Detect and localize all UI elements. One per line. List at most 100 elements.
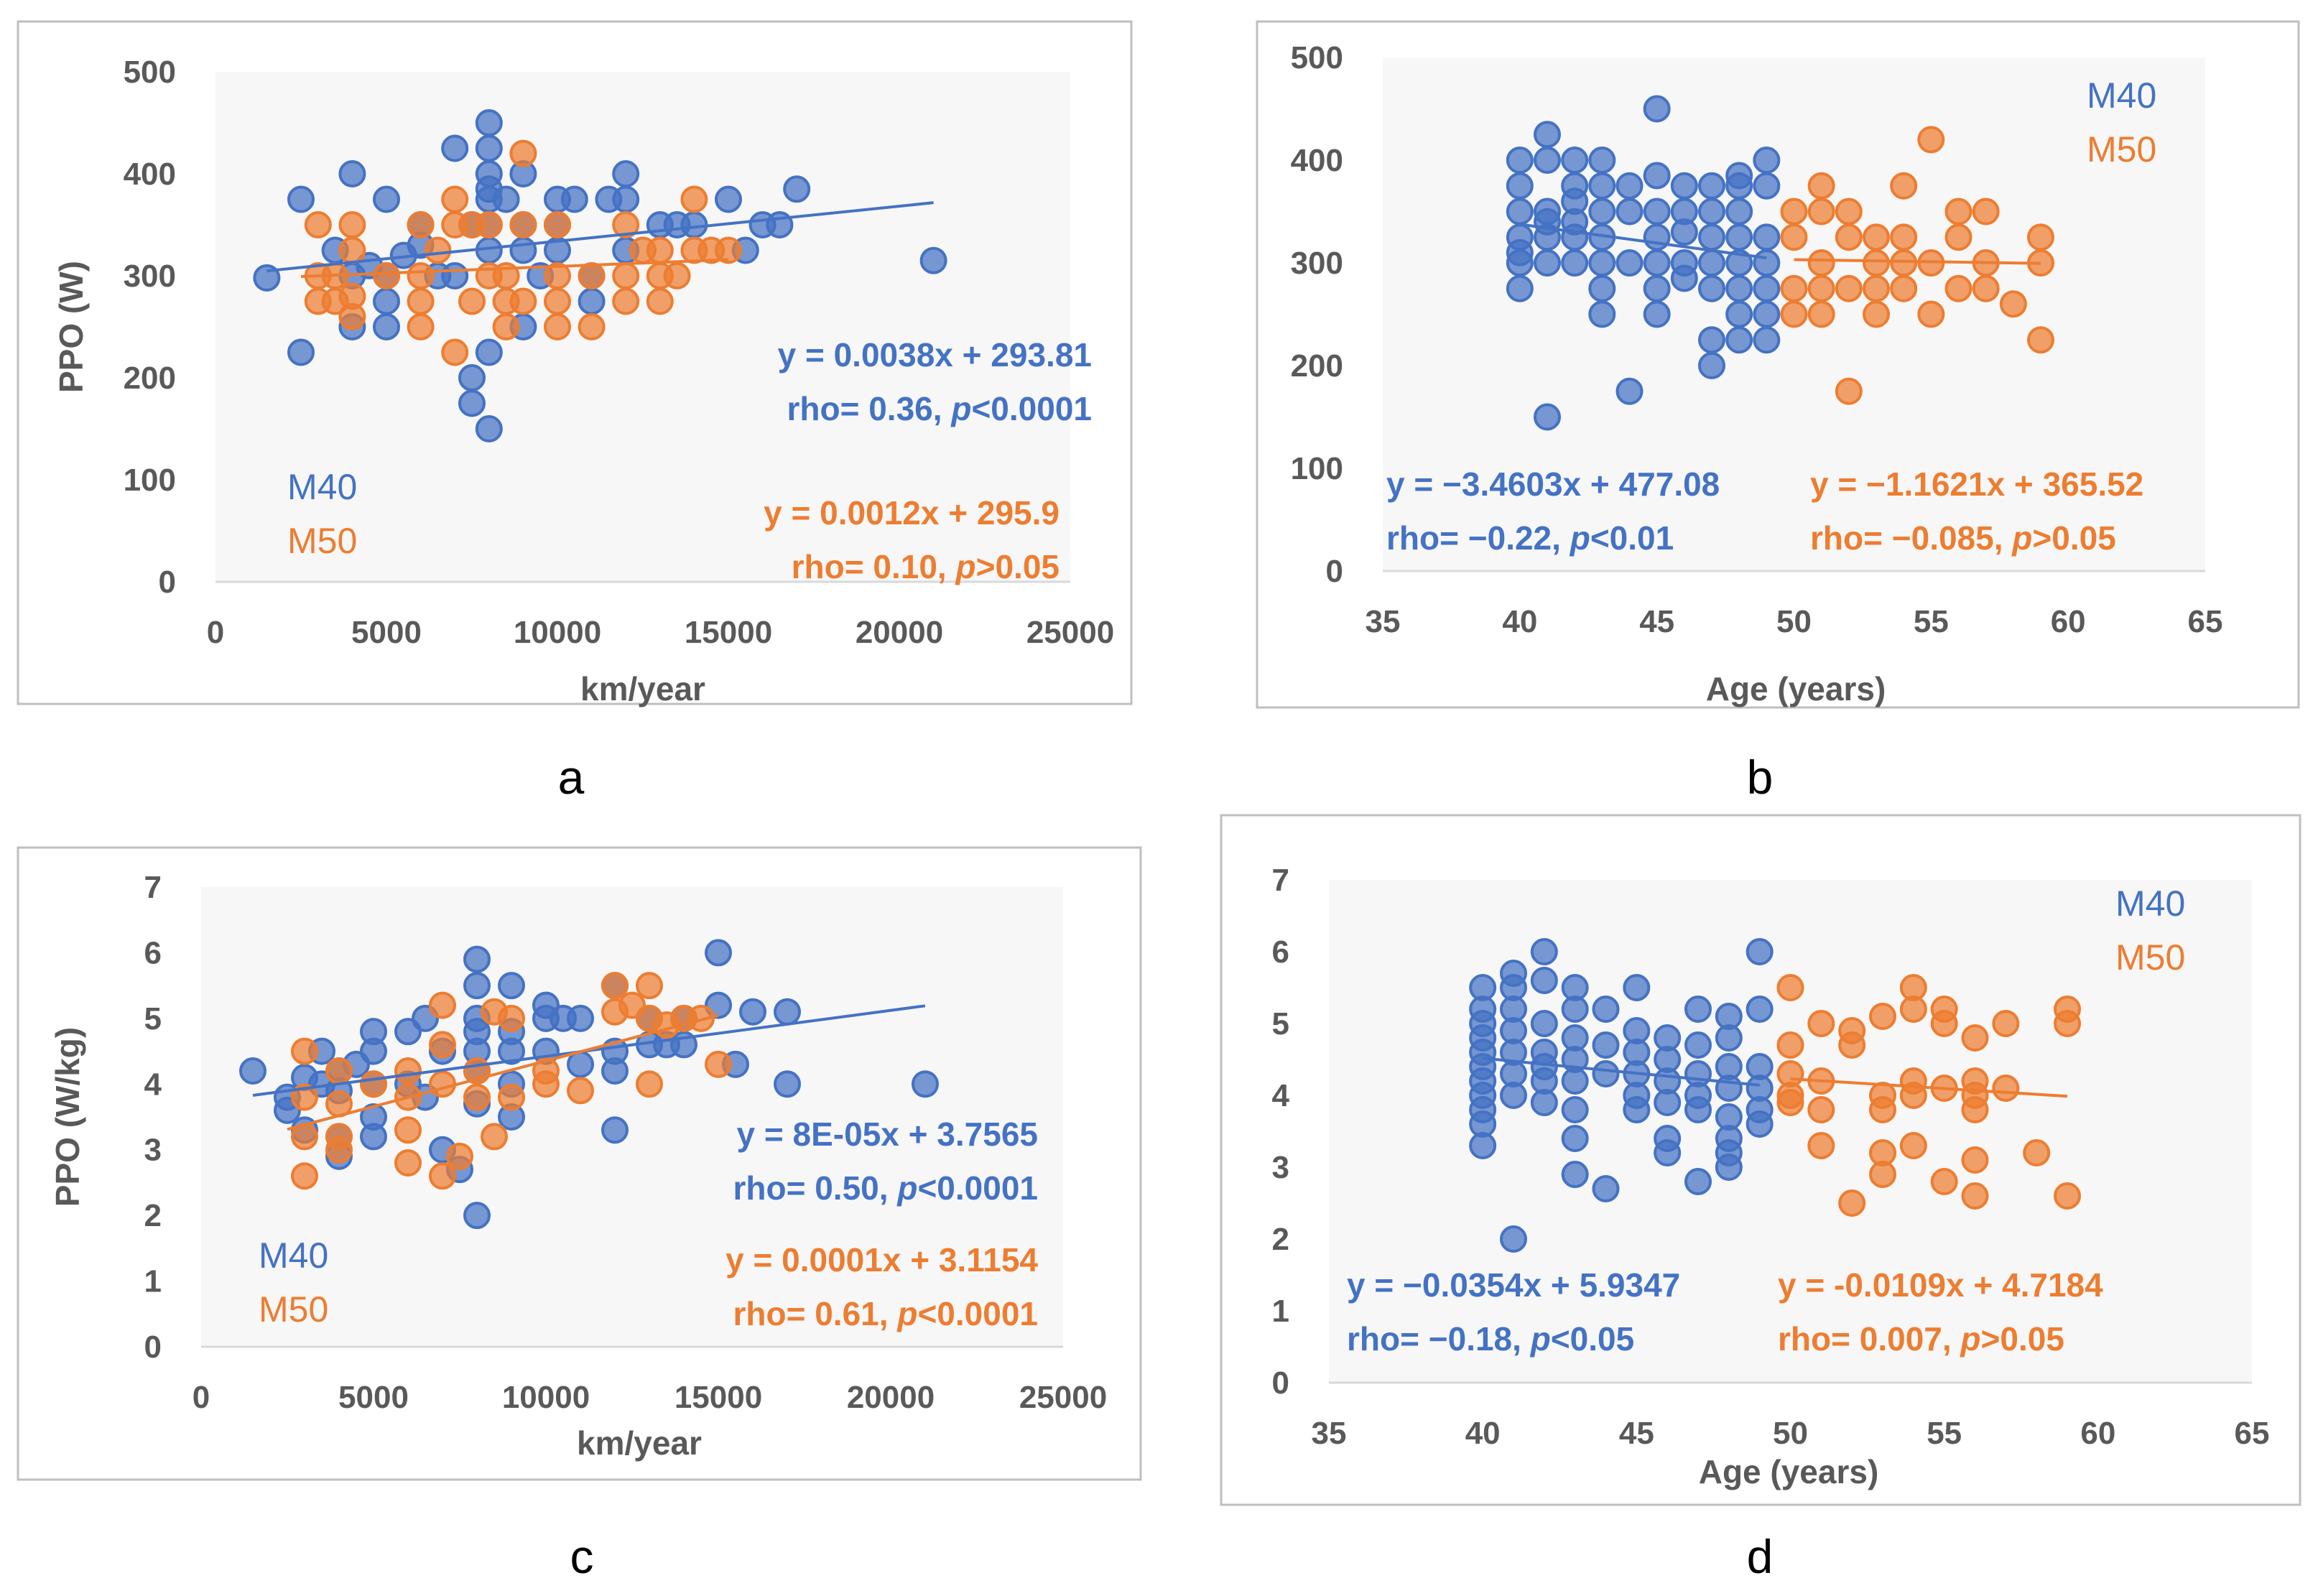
x-tick-label: 60 (2051, 604, 2086, 639)
data-point-m50 (492, 313, 520, 340)
data-point-m40 (1725, 300, 1753, 328)
x-axis-title: km/year (577, 1424, 702, 1462)
plot-area (201, 887, 1063, 1347)
data-point-m50 (429, 1031, 456, 1059)
data-point-m40 (1588, 147, 1616, 174)
data-point-m40 (1506, 147, 1534, 174)
data-point-m40 (1506, 274, 1534, 302)
data-point-m50 (2027, 223, 2054, 251)
x-tick-label: 25000 (1019, 1380, 1107, 1415)
data-point-m50 (1863, 249, 1890, 277)
data-point-m50 (1776, 1089, 1804, 1116)
data-point-m40 (1530, 1089, 1558, 1116)
data-point-m40 (360, 1123, 387, 1151)
fit-p-symbol: p (954, 548, 975, 585)
data-point-m50 (715, 236, 742, 264)
data-point-m40 (774, 998, 801, 1026)
data-point-m50 (646, 287, 674, 315)
data-point-m40 (578, 287, 606, 315)
fit-p-value: <0.01 (1590, 519, 1674, 557)
data-point-m50 (2027, 326, 2054, 354)
data-point-m50 (612, 262, 640, 289)
legend-m40: M40 (2087, 75, 2156, 116)
fit-rho: rho= −0.18, (1347, 1320, 1531, 1358)
fit-rho: rho= 0.007, (1778, 1320, 1960, 1358)
data-point-m50 (429, 991, 456, 1019)
data-point-m50 (1776, 1031, 1804, 1059)
data-point-m50 (1807, 274, 1835, 302)
data-point-m40 (1753, 326, 1781, 354)
y-tick-label: 5 (1272, 1006, 1289, 1041)
data-point-m40 (1561, 1096, 1589, 1123)
y-tick-label: 400 (124, 157, 176, 192)
data-point-m40 (458, 364, 486, 391)
data-point-m50 (394, 1116, 422, 1144)
data-point-m40 (1698, 326, 1725, 354)
data-point-m40 (475, 109, 503, 136)
data-point-m40 (1469, 1132, 1497, 1159)
data-point-m40 (287, 185, 315, 213)
data-point-m40 (1588, 198, 1616, 226)
fit-rho: rho= 0.36, (787, 390, 951, 427)
y-tick-label: 0 (144, 1330, 162, 1365)
x-axis-title: Age (years) (1706, 670, 1886, 707)
data-point-m50 (441, 185, 469, 213)
x-tick-label: 45 (1619, 1416, 1654, 1451)
data-point-m40 (1643, 162, 1671, 190)
y-tick-label: 2 (1272, 1222, 1289, 1257)
data-point-m50 (1890, 172, 1918, 200)
data-point-m40 (783, 175, 811, 203)
data-point-m40 (1623, 974, 1651, 1001)
data-point-m50 (429, 1070, 456, 1098)
data-point-m40 (1561, 223, 1589, 251)
data-point-m40 (680, 211, 708, 238)
data-point-m40 (1615, 249, 1644, 277)
x-tick-label: 65 (2188, 604, 2223, 639)
fit-stats-m40: rho= 0.50, p<0.0001 (733, 1169, 1038, 1207)
data-point-m50 (2023, 1139, 2051, 1166)
data-point-m50 (407, 262, 435, 289)
data-point-m40 (1670, 172, 1698, 200)
data-point-m40 (1654, 1139, 1682, 1166)
fit-stats-m50: rho= 0.10, p>0.05 (792, 548, 1060, 585)
data-point-m40 (1588, 249, 1616, 277)
data-point-m50 (2054, 1182, 2081, 1210)
data-point-m40 (1506, 249, 1534, 277)
y-tick-label: 400 (1291, 143, 1343, 178)
data-point-m40 (1753, 147, 1781, 174)
legend-m40: M40 (259, 1235, 328, 1276)
y-axis-title: PPO (W/kg) (49, 1027, 86, 1207)
fit-rho: rho= 0.10, (792, 548, 956, 585)
data-point-m40 (1500, 1082, 1527, 1109)
data-point-m40 (458, 389, 486, 417)
y-tick-label: 3 (1272, 1150, 1289, 1185)
data-point-m40 (463, 1202, 491, 1230)
fit-rho: rho= 0.50, (733, 1169, 897, 1207)
fit-p-value: <0.0001 (971, 390, 1092, 427)
data-point-m40 (498, 1037, 525, 1065)
trendline-m50 (1794, 258, 2041, 265)
data-point-m50 (1838, 1031, 1866, 1059)
y-tick-label: 100 (1291, 451, 1343, 486)
data-point-m40 (1746, 1110, 1774, 1138)
data-point-m50 (1999, 290, 2027, 318)
fit-equation-m40: y = 8E-05x + 3.7565 (737, 1115, 1038, 1153)
data-point-m40 (919, 246, 947, 274)
data-point-m40 (1643, 95, 1671, 123)
trendline-m50 (1790, 1077, 2068, 1098)
data-point-m50 (1807, 1010, 1835, 1037)
x-axis-title: km/year (580, 670, 705, 707)
data-point-m50 (612, 211, 640, 238)
data-point-m50 (1992, 1075, 2020, 1102)
y-tick-label: 0 (1272, 1365, 1289, 1401)
data-point-m50 (1944, 274, 1972, 302)
data-point-m50 (1961, 1182, 1989, 1210)
x-tick-label: 45 (1639, 604, 1674, 639)
x-tick-label: 35 (1366, 604, 1401, 639)
data-point-m40 (1698, 172, 1725, 200)
y-tick-label: 7 (1272, 863, 1289, 898)
data-point-m50 (601, 972, 629, 1000)
fit-p-symbol: p (2011, 519, 2032, 557)
data-point-m40 (1684, 996, 1712, 1023)
